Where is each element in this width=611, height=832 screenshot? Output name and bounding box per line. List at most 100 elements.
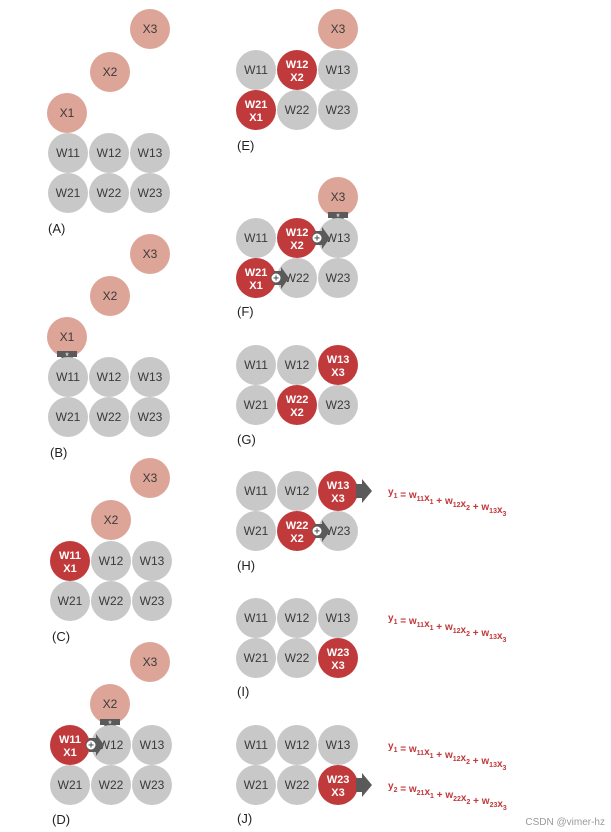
panel-b-input-x3-label: X3 xyxy=(143,247,158,261)
panel-j-cell-w22: W22 xyxy=(277,765,317,805)
panel-a-cell-w11: W11 xyxy=(48,133,88,173)
panel-a-cell-w21: W21 xyxy=(48,173,88,213)
panel-d-add-arrow: + xyxy=(85,734,104,756)
panel-i-cell-w11-circle xyxy=(236,598,276,638)
panel-i-w23-active-input-label: X3 xyxy=(331,660,344,672)
panel-c-input-x2-label: X2 xyxy=(104,513,119,527)
panel-f-input-x3-label: X3 xyxy=(331,190,346,204)
panel-j-cell-w22-circle xyxy=(277,765,317,805)
panel-i-cell-w22: W22 xyxy=(277,638,317,678)
panel-f-multiply-arrow-symbol: * xyxy=(336,212,340,222)
panel-d-cell-w13: W13 xyxy=(132,725,172,765)
panel-e-w12-active-input-label: X2 xyxy=(290,72,303,84)
panel-c-w11-active-circle xyxy=(50,541,90,581)
panel-e-cell-w22: W22 xyxy=(277,90,317,130)
panel-h-cell-w21: W21 xyxy=(236,511,276,551)
panel-h-w22-active-input-label: X2 xyxy=(290,533,303,545)
panel-h-equation-y1: y1 = w11x1 + w12x2 + w13x3 xyxy=(388,487,507,518)
panel-d-cell-w21-circle xyxy=(50,765,90,805)
panel-j-w23-active-circle xyxy=(318,765,358,805)
panel-f-add-arrow-row1: + xyxy=(311,227,330,249)
panel-e-cell-w22-circle xyxy=(277,90,317,130)
panel-e-input-x3: X3 xyxy=(318,9,358,49)
panel-g-label: (G) xyxy=(237,432,256,447)
panel-a-cell-w13-label: W13 xyxy=(138,146,163,160)
panel-e-cell-w23: W23 xyxy=(318,90,358,130)
panel-j-label: (J) xyxy=(237,811,252,826)
panel-i-cell-w13: W13 xyxy=(318,598,358,638)
panel-a-cell-w13-circle xyxy=(130,133,170,173)
panel-d-w11-active-circle xyxy=(50,725,90,765)
panel-i-cell-w22-circle xyxy=(277,638,317,678)
panel-h-w13-active-input-label: X3 xyxy=(331,493,344,505)
panel-e-w21-active-weight-label: W21 xyxy=(245,99,268,111)
panel-a-cell-w12: W12 xyxy=(89,133,129,173)
panel-j-cell-w13: W13 xyxy=(318,725,358,765)
panel-g-cell-w23-circle xyxy=(318,385,358,425)
panel-e-cell-w22-label: W22 xyxy=(285,103,310,117)
panel-a-input-x2-label: X2 xyxy=(103,65,118,79)
panel-i-equation-y1: y1 = w11x1 + w12x2 + w13x3 xyxy=(388,613,507,644)
panel-a-cell-w13: W13 xyxy=(130,133,170,173)
panel-j-equation-y1: y1 = w11x1 + w12x2 + w13x3 xyxy=(388,741,507,772)
panel-g-w22-active-weight-label: W22 xyxy=(286,394,309,406)
panel-h-cell-w12-circle xyxy=(277,471,317,511)
panel-i-cell-w12-label: W12 xyxy=(285,611,310,625)
panel-b-cell-w11-label: W11 xyxy=(56,370,80,384)
panel-a-input-x2: X2 xyxy=(90,52,130,92)
panel-a-cell-w23-label: W23 xyxy=(138,186,163,200)
panel-c-cell-w12-circle xyxy=(91,541,131,581)
panel-i-cell-w21: W21 xyxy=(236,638,276,678)
panel-e-cell-w23-label: W23 xyxy=(326,103,351,117)
panel-f-cell-w13-label: W13 xyxy=(326,231,351,245)
panel-b-cell-w12-label: W12 xyxy=(97,370,122,384)
panel-b-input-x3-circle xyxy=(130,234,170,274)
panel-a-input-x2-circle xyxy=(90,52,130,92)
panel-d-w11-active-input-label: X1 xyxy=(63,747,76,759)
panel-c-cell-w13: W13 xyxy=(132,541,172,581)
panel-b-cell-w22-label: W22 xyxy=(97,410,122,424)
panel-c-cell-w13-label: W13 xyxy=(140,554,165,568)
panel-a-cell-w23: W23 xyxy=(130,173,170,213)
panel-a-cell-w12-label: W12 xyxy=(97,146,122,160)
panel-h-label: (H) xyxy=(237,558,255,573)
panel-b-label: (B) xyxy=(50,445,67,460)
panel-b-input-x2: X2 xyxy=(90,276,130,316)
panel-d-cell-w13-label: W13 xyxy=(140,738,165,752)
panel-g-cell-w21-circle xyxy=(236,385,276,425)
panel-d-multiply-arrow-symbol: * xyxy=(108,719,112,729)
panel-f-cell-w13-circle xyxy=(318,218,358,258)
panel-a-cell-w21-label: W21 xyxy=(56,186,81,200)
panel-f-cell-w11-label: W11 xyxy=(244,231,268,245)
watermark: CSDN @vimer-hz xyxy=(525,817,605,828)
panel-j-cell-w21-circle xyxy=(236,765,276,805)
panel-h-cell-w11-label: W11 xyxy=(244,484,268,498)
panel-d-cell-w12: W12 xyxy=(91,725,131,765)
panel-b-input-x1-label: X1 xyxy=(60,330,75,344)
panel-j-cell-w12: W12 xyxy=(277,725,317,765)
panel-f-w21-active-input-label: X1 xyxy=(249,280,262,292)
panel-c-input-x3: X3 xyxy=(130,458,170,498)
panel-d-add-arrow-plus-circle xyxy=(85,739,97,751)
panel-b-cell-w13-label: W13 xyxy=(138,370,163,384)
panel-c-input-x2-circle xyxy=(91,500,131,540)
panel-e-w21-active-circle xyxy=(236,90,276,130)
panel-h-cell-w12-label: W12 xyxy=(285,484,310,498)
panel-c-cell-w12-label: W12 xyxy=(99,554,124,568)
panel-f-add-arrow-row1-symbol: + xyxy=(314,234,320,245)
panel-a-input-x3-circle xyxy=(130,9,170,49)
panel-c-w11-active-input-label: X1 xyxy=(63,563,76,575)
panel-f-add-arrow-row2: + xyxy=(270,267,289,289)
panel-e-w12-active-circle xyxy=(277,50,317,90)
panel-a-cell-w21-circle xyxy=(48,173,88,213)
panel-g-cell-w12: W12 xyxy=(277,345,317,385)
panel-b-cell-w11: W11 xyxy=(48,357,88,397)
panel-g-w22-active-circle xyxy=(277,385,317,425)
panel-f-cell-w23-circle xyxy=(318,258,358,298)
panel-b-input-x2-circle xyxy=(90,276,130,316)
